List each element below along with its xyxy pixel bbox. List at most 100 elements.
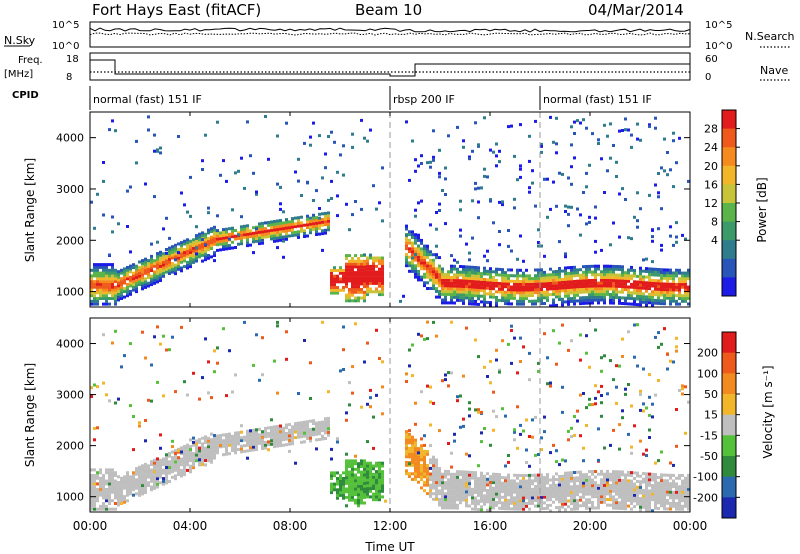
heatmap-cell <box>147 470 150 473</box>
heatmap-cell <box>312 427 315 431</box>
heatmap-cell <box>468 282 471 286</box>
heatmap-cell <box>654 183 657 187</box>
heatmap-cell <box>450 281 453 285</box>
heatmap-cell <box>633 323 636 327</box>
heatmap-cell <box>630 302 633 306</box>
heatmap-cell <box>528 473 531 477</box>
heatmap-cell <box>645 289 648 293</box>
heatmap-cell <box>285 232 288 236</box>
heatmap-cell <box>417 253 420 256</box>
heatmap-cell <box>405 264 408 268</box>
heatmap-cell <box>537 369 540 373</box>
heatmap-cell <box>312 216 315 220</box>
heatmap-cell <box>426 255 429 259</box>
heatmap-cell <box>459 498 462 502</box>
heatmap-cell <box>102 294 105 298</box>
heatmap-cell <box>93 265 96 269</box>
heatmap-cell <box>456 298 459 302</box>
heatmap-cell <box>492 278 495 282</box>
heatmap-cell <box>225 444 228 448</box>
heatmap-cell <box>552 304 555 308</box>
heatmap-cell <box>600 295 603 299</box>
heatmap-cell <box>600 472 603 476</box>
heatmap-cell <box>495 273 498 277</box>
heatmap-cell <box>429 494 432 498</box>
heatmap-cell <box>321 434 324 438</box>
heatmap-cell <box>645 506 648 509</box>
heatmap-cell <box>99 490 102 494</box>
heatmap-cell <box>417 332 420 336</box>
heatmap-cell <box>174 243 177 247</box>
heatmap-cell <box>642 503 645 506</box>
heatmap-cell <box>240 225 243 229</box>
heatmap-cell <box>612 495 615 499</box>
heatmap-cell <box>363 253 366 257</box>
heatmap-cell <box>141 270 144 274</box>
heatmap-cell <box>492 500 495 504</box>
heatmap-cell <box>315 227 318 231</box>
heatmap-cell <box>210 452 213 456</box>
heatmap-cell <box>414 401 417 405</box>
heatmap-cell <box>459 208 462 212</box>
heatmap-cell <box>651 492 654 496</box>
heatmap-cell <box>615 489 618 493</box>
heatmap-cell <box>465 493 468 497</box>
heatmap-cell <box>573 496 576 500</box>
heatmap-cell <box>453 284 456 288</box>
heatmap-cell <box>576 479 579 483</box>
heatmap-cell <box>363 484 366 488</box>
heatmap-cell <box>381 166 384 170</box>
heatmap-cell <box>120 488 123 491</box>
heatmap-cell <box>360 501 363 505</box>
heatmap-cell <box>501 290 504 294</box>
heatmap-cell <box>462 270 465 274</box>
heatmap-cell <box>180 457 183 461</box>
heatmap-cell <box>678 288 681 292</box>
heatmap-cell <box>198 244 201 247</box>
heatmap-cell <box>435 475 438 479</box>
heatmap-cell <box>618 487 621 491</box>
heatmap-cell <box>126 476 129 480</box>
heatmap-cell <box>546 356 549 360</box>
heatmap-cell <box>123 270 126 274</box>
heatmap-cell <box>336 194 339 198</box>
heatmap-cell <box>489 287 492 290</box>
heatmap-cell <box>606 134 609 138</box>
heatmap-cell <box>684 280 687 283</box>
heatmap-cell <box>342 368 345 371</box>
heatmap-cell <box>555 270 558 273</box>
heatmap-cell <box>585 481 588 485</box>
heatmap-cell <box>363 276 366 280</box>
heatmap-cell <box>519 302 522 306</box>
heatmap-cell <box>156 479 159 483</box>
heatmap-cell <box>543 254 546 258</box>
heatmap-cell <box>498 506 501 510</box>
heatmap-cell <box>558 483 561 487</box>
heatmap-cell <box>366 273 369 277</box>
heatmap-cell <box>330 474 333 478</box>
heatmap-cell <box>507 299 510 303</box>
heatmap-cell <box>378 495 381 499</box>
heatmap-cell <box>444 287 447 291</box>
heatmap-cell <box>156 471 159 475</box>
heatmap-cell <box>246 120 249 124</box>
heatmap-cell <box>243 438 246 442</box>
heatmap-cell <box>243 435 246 439</box>
heatmap-cell <box>183 259 186 263</box>
heatmap-cell <box>351 213 354 217</box>
heatmap-cell <box>474 268 477 272</box>
heatmap-cell <box>357 290 360 294</box>
heatmap-cell <box>417 238 420 242</box>
heatmap-cell <box>606 284 609 288</box>
heatmap-cell <box>615 273 618 277</box>
heatmap-cell <box>93 488 96 491</box>
colorbar-tick-label: -100 <box>693 471 718 484</box>
heatmap-cell <box>441 492 444 496</box>
heatmap-cell <box>324 166 327 170</box>
heatmap-cell <box>450 478 453 482</box>
heatmap-cell <box>597 290 600 294</box>
heatmap-cell <box>210 227 213 231</box>
heatmap-cell <box>327 228 330 232</box>
heatmap-cell <box>495 298 498 302</box>
heatmap-cell <box>600 157 603 161</box>
